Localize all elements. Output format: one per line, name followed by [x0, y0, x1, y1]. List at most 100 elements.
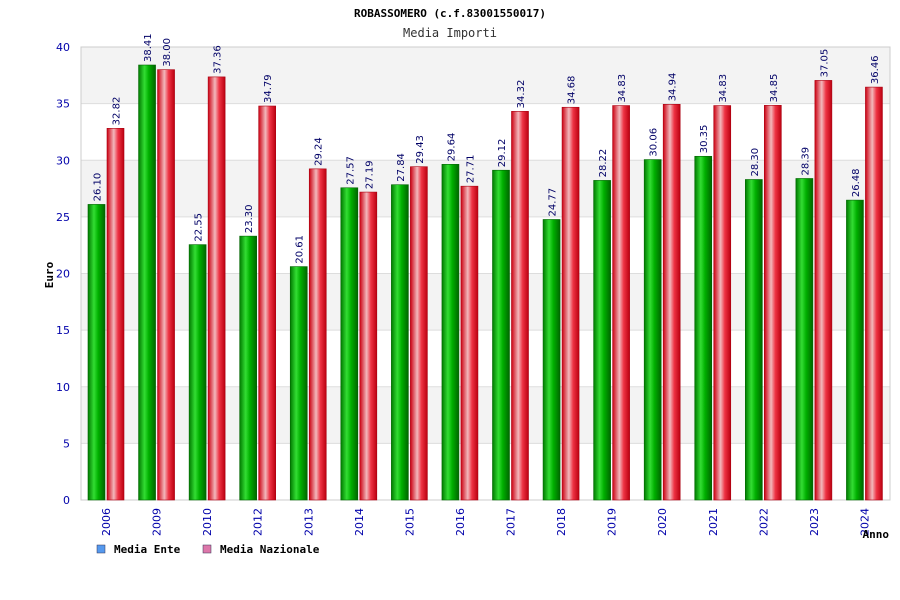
data-label: 23.30 [244, 204, 255, 233]
x-tick-label: 2016 [454, 508, 467, 536]
data-label: 34.68 [567, 76, 578, 105]
data-label: 36.46 [870, 55, 881, 84]
bar-media-ente [391, 184, 409, 501]
data-label: 38.41 [143, 33, 154, 62]
data-label: 34.83 [617, 74, 628, 103]
data-label: 32.82 [112, 97, 123, 126]
data-label: 34.85 [769, 74, 780, 103]
chart-title: ROBASSOMERO (c.f.83001550017) [354, 7, 546, 20]
x-tick-label: 2017 [505, 508, 518, 536]
data-label: 37.05 [819, 49, 830, 78]
bar-media-ente [138, 64, 156, 501]
bar-media-nazionale [764, 105, 782, 501]
data-labels: 26.10 32.82 38.41 38.00 22.55 37.36 23.30 34.79… [93, 33, 881, 263]
bar-media-ente [593, 180, 611, 501]
bar-media-ente [441, 164, 460, 501]
chart-subtitle: Media Importi [403, 26, 497, 40]
data-label: 34.32 [516, 80, 527, 109]
x-tick-label: 2006 [100, 508, 113, 536]
x-tick-label: 2020 [656, 508, 669, 536]
bars [87, 64, 883, 501]
bar-media-nazionale [410, 166, 428, 501]
data-label: 26.10 [93, 173, 104, 202]
data-label: 29.64 [446, 133, 457, 162]
legend-swatch-ente [96, 544, 106, 554]
x-tick-label: 2024 [858, 508, 871, 536]
bar-media-ente [694, 155, 713, 501]
x-tick-label: 2022 [757, 508, 770, 536]
bar-media-ente [795, 178, 814, 501]
y-tick-label: 25 [56, 211, 70, 224]
legend-swatch-nazionale [202, 544, 212, 554]
x-axis-label: Anno [863, 528, 890, 541]
x-tick-label: 2023 [808, 508, 821, 536]
x-tick-label: 2014 [353, 508, 366, 536]
x-tick-label: 2012 [252, 508, 265, 536]
data-label: 29.24 [314, 137, 325, 166]
x-tick-label: 2018 [555, 508, 568, 536]
legend-label-nazionale: Media Nazionale [220, 543, 320, 556]
bar-media-nazionale [662, 104, 681, 501]
plot-border [80, 46, 891, 501]
data-label: 30.06 [649, 128, 660, 157]
x-tick-label: 2019 [606, 508, 619, 536]
data-label: 27.57 [345, 156, 356, 185]
data-label: 29.12 [497, 139, 508, 168]
x-tick-label: 2015 [403, 508, 416, 536]
bar-media-ente [340, 187, 359, 501]
y-tick-label: 0 [63, 494, 70, 507]
legend-label-ente: Media Ente [114, 543, 181, 556]
bar-media-nazionale [157, 69, 175, 501]
bar-media-nazionale [106, 128, 125, 501]
bar-media-ente [643, 159, 662, 501]
data-label: 30.35 [699, 125, 710, 154]
legend: Media Ente Media Nazionale [96, 543, 320, 556]
y-tick-label: 30 [56, 154, 70, 167]
data-label: 34.94 [668, 73, 679, 102]
data-label: 27.84 [396, 153, 407, 182]
bar-media-ente [492, 169, 510, 501]
data-label: 28.30 [750, 148, 761, 177]
bar-media-ente [745, 179, 763, 501]
data-label: 34.79 [263, 74, 274, 103]
y-tick-label: 5 [63, 437, 70, 450]
bar-media-ente [239, 235, 257, 501]
x-tick-label: 2013 [302, 508, 315, 536]
bar-media-nazionale [814, 80, 833, 501]
y-axis-label: Euro [43, 261, 56, 288]
data-label: 34.83 [718, 74, 729, 103]
data-label: 20.61 [295, 235, 306, 264]
bar-media-ente [188, 244, 207, 501]
data-label: 24.77 [548, 188, 559, 217]
bar-media-ente [542, 219, 561, 501]
data-label: 27.71 [465, 155, 476, 184]
bar-media-nazionale [258, 105, 276, 501]
bar-media-nazionale [207, 76, 226, 501]
bar-media-nazionale [561, 106, 580, 501]
bar-media-nazionale [359, 191, 378, 501]
bar-media-nazionale [460, 185, 479, 501]
data-label: 28.22 [598, 149, 609, 178]
bar-media-ente [289, 266, 308, 501]
y-tick-label: 10 [56, 381, 70, 394]
data-label: 38.00 [162, 38, 173, 67]
bar-media-nazionale [865, 86, 883, 501]
x-axis-ticks: 2006 2009 2010 2012 2013 2014 2015 2016 2017 2018… [100, 508, 871, 536]
x-tick-label: 2009 [151, 508, 164, 536]
bar-media-nazionale [713, 105, 732, 501]
x-tick-label: 2021 [707, 508, 720, 536]
data-label: 37.36 [213, 45, 224, 74]
bar-media-nazionale [511, 111, 529, 501]
bar-media-ente [87, 204, 106, 501]
data-label: 28.39 [800, 147, 811, 176]
y-tick-label: 40 [56, 41, 70, 54]
bar-media-ente [846, 199, 864, 501]
bar-media-nazionale [612, 105, 630, 501]
y-tick-label: 35 [56, 98, 70, 111]
y-tick-label: 20 [56, 268, 70, 281]
data-label: 22.55 [194, 213, 205, 242]
data-label: 29.43 [415, 135, 426, 164]
bar-media-nazionale [308, 168, 327, 501]
data-label: 26.48 [851, 168, 862, 197]
